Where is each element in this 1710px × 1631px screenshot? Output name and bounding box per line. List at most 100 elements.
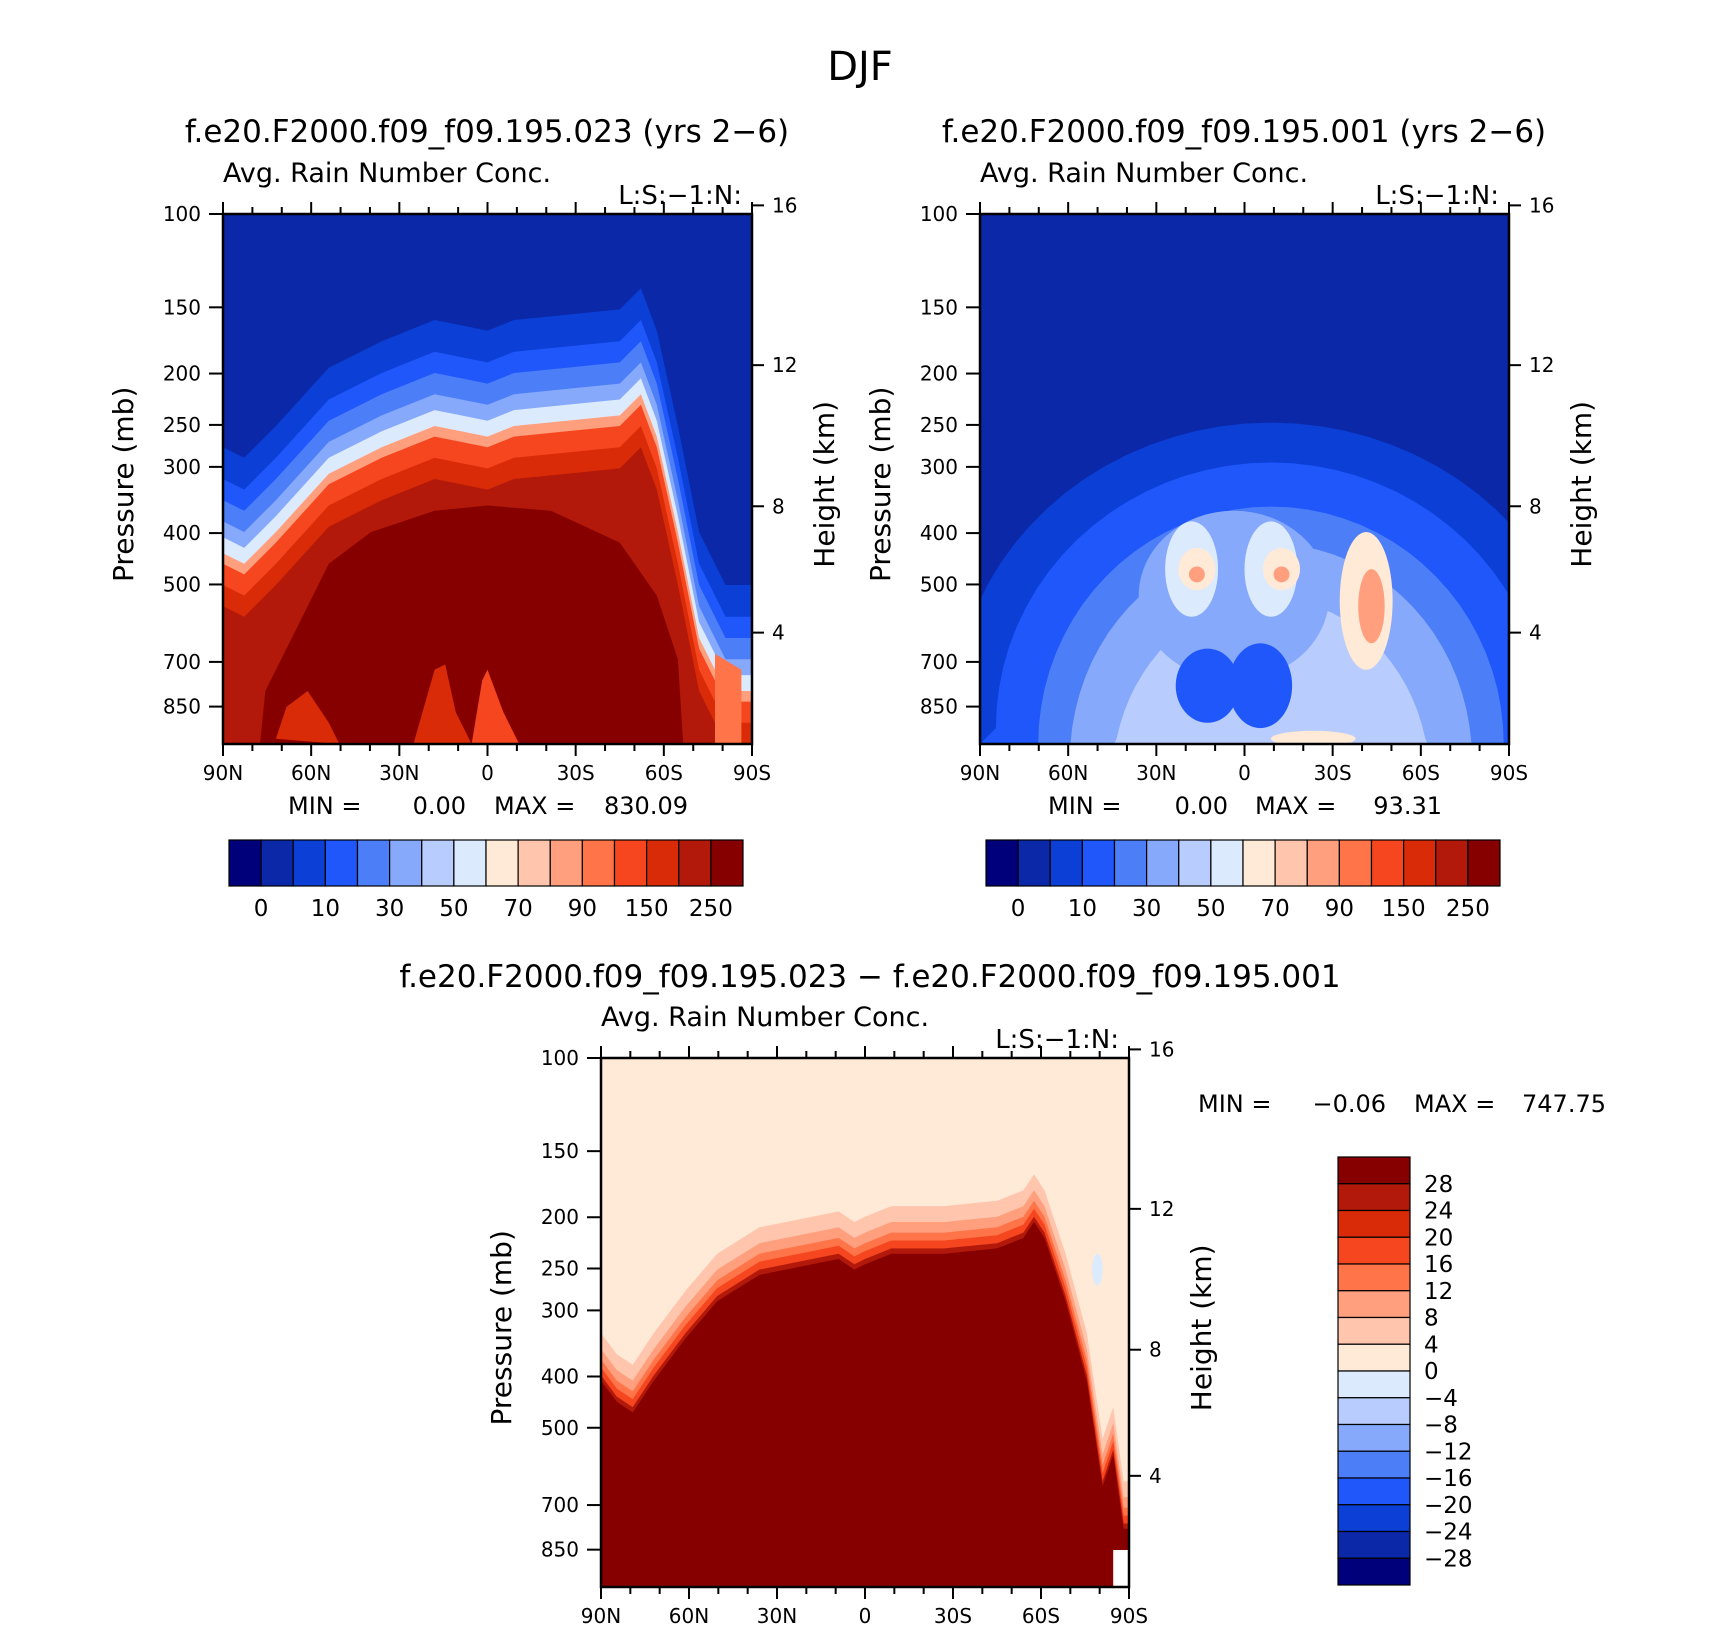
y-right-tick-label: 4 <box>1529 621 1542 645</box>
min-label: MIN = <box>288 792 361 820</box>
panel-experiment-run: f.e20.F2000.f09_f09.195.001 (yrs 2−6) Avg… <box>864 114 1598 922</box>
x-tick-label: 60N <box>669 1604 709 1628</box>
x-tick-label: 30S <box>557 761 595 785</box>
y-right-axis-title: Height (km) <box>808 401 841 568</box>
y-tick-label: 100 <box>920 202 958 226</box>
y-tick-label: 400 <box>163 521 201 545</box>
colorbar-swatch <box>421 839 455 887</box>
x-tick-label: 0 <box>859 1604 872 1628</box>
colorbar-label: −16 <box>1424 1466 1473 1492</box>
max-value: 830.09 <box>604 792 688 820</box>
panel-difference: f.e20.F2000.f09_f09.195.023 − f.e20.F200… <box>399 959 1606 1628</box>
x-tick-label: 60N <box>1048 761 1088 785</box>
colorbar-label: 90 <box>1325 896 1354 922</box>
contour-band <box>1138 510 1330 681</box>
contour-band <box>1113 1550 1129 1587</box>
colorbar-swatch <box>1435 839 1469 887</box>
panel-subtitle: Avg. Rain Number Conc. <box>223 158 551 189</box>
y-tick-label: 700 <box>541 1493 579 1517</box>
colorbar-swatch <box>1242 839 1276 887</box>
colorbar-label: 70 <box>503 896 532 922</box>
max-label: MAX = <box>1255 792 1336 820</box>
y-axis-title: Pressure (mb) <box>485 1230 518 1425</box>
colorbar-swatch <box>324 839 359 887</box>
colorbar-label: 24 <box>1424 1199 1453 1225</box>
colorbar-label: 50 <box>439 896 468 922</box>
colorbar-swatch <box>1146 839 1180 887</box>
y-right-tick-label: 8 <box>1149 1338 1162 1362</box>
contour-band <box>1175 648 1240 723</box>
x-tick-label: 60S <box>1022 1604 1060 1628</box>
y-tick-label: 250 <box>163 413 201 437</box>
colorbar-label: 16 <box>1424 1252 1453 1278</box>
colorbar-swatch <box>1337 1156 1411 1185</box>
colorbar-label: 28 <box>1424 1172 1453 1198</box>
x-tick-label: 90N <box>960 761 1000 785</box>
min-value: 0.00 <box>1175 792 1228 820</box>
colorbar-label: −28 <box>1424 1546 1473 1572</box>
y-tick-label: 200 <box>163 362 201 386</box>
contour-band <box>1273 566 1290 583</box>
y-tick-label: 150 <box>541 1139 579 1163</box>
max-label: MAX = <box>1414 1090 1495 1118</box>
y-right-axis-title: Height (km) <box>1565 401 1598 568</box>
y-tick-label: 700 <box>163 650 201 674</box>
colorbar-label: 10 <box>311 896 340 922</box>
colorbar-label: 0 <box>1011 896 1026 922</box>
colorbar-label: −20 <box>1424 1493 1473 1519</box>
max-value: 747.75 <box>1522 1090 1606 1118</box>
colorbar-swatch <box>1337 1370 1411 1399</box>
y-tick-label: 500 <box>541 1416 579 1440</box>
colorbar-swatch <box>1306 839 1340 887</box>
x-tick-label: 90N <box>581 1604 621 1628</box>
colorbar-swatch <box>1337 1343 1411 1372</box>
colorbar-swatch <box>1210 839 1244 887</box>
y-right-tick-label: 4 <box>772 621 785 645</box>
contour-band <box>601 1222 1129 1587</box>
colorbar-swatch <box>1337 1530 1411 1559</box>
x-tick-label: 90S <box>1490 761 1528 785</box>
y-tick-label: 400 <box>541 1364 579 1388</box>
y-right-tick-label: 12 <box>1529 353 1554 377</box>
min-value: 0.00 <box>413 792 466 820</box>
y-right-tick-label: 16 <box>1149 1037 1174 1061</box>
panel-control-run: f.e20.F2000.f09_f09.195.023 (yrs 2−6) Avg… <box>107 114 841 922</box>
contour-band <box>413 664 472 744</box>
y-tick-label: 850 <box>920 695 958 719</box>
y-right-axis-title: Height (km) <box>1185 1244 1218 1411</box>
x-tick-label: 30N <box>379 761 419 785</box>
colorbar-label: −12 <box>1424 1439 1473 1465</box>
colorbar-swatch <box>1467 839 1501 887</box>
colorbar-swatch <box>453 839 487 887</box>
contour-band <box>1228 643 1293 729</box>
y-tick-label: 850 <box>541 1538 579 1562</box>
contour-band <box>1188 566 1205 583</box>
colorbar-swatch <box>646 839 680 887</box>
colorbar-label: 10 <box>1068 896 1097 922</box>
colorbar-label: 30 <box>375 896 404 922</box>
colorbar-swatch <box>1337 1557 1411 1586</box>
y-tick-label: 250 <box>541 1257 579 1281</box>
colorbar-label: 50 <box>1196 896 1225 922</box>
colorbar-swatch <box>1337 1209 1411 1238</box>
contour-field <box>601 1058 1129 1587</box>
colorbar-swatch <box>1337 1450 1411 1479</box>
colorbar-label: −24 <box>1424 1520 1473 1546</box>
contour-band <box>1270 730 1356 744</box>
y-tick-label: 300 <box>163 455 201 479</box>
y-axis-title: Pressure (mb) <box>864 387 897 582</box>
x-tick-label: 90S <box>1110 1604 1148 1628</box>
contour-band <box>471 669 520 744</box>
colorbar-swatch <box>1337 1183 1411 1212</box>
colorbar-swatch <box>1337 1423 1411 1452</box>
y-tick-label: 100 <box>541 1046 579 1070</box>
y-right-tick-label: 12 <box>772 353 797 377</box>
colorbar-label: 90 <box>568 896 597 922</box>
colorbar-swatch <box>260 839 294 887</box>
colorbar-swatch <box>1081 839 1116 887</box>
y-tick-label: 700 <box>920 650 958 674</box>
y-tick-label: 500 <box>920 572 958 596</box>
min-value: −0.06 <box>1312 1090 1386 1118</box>
colorbar-swatch <box>1338 839 1373 887</box>
y-tick-label: 850 <box>163 695 201 719</box>
